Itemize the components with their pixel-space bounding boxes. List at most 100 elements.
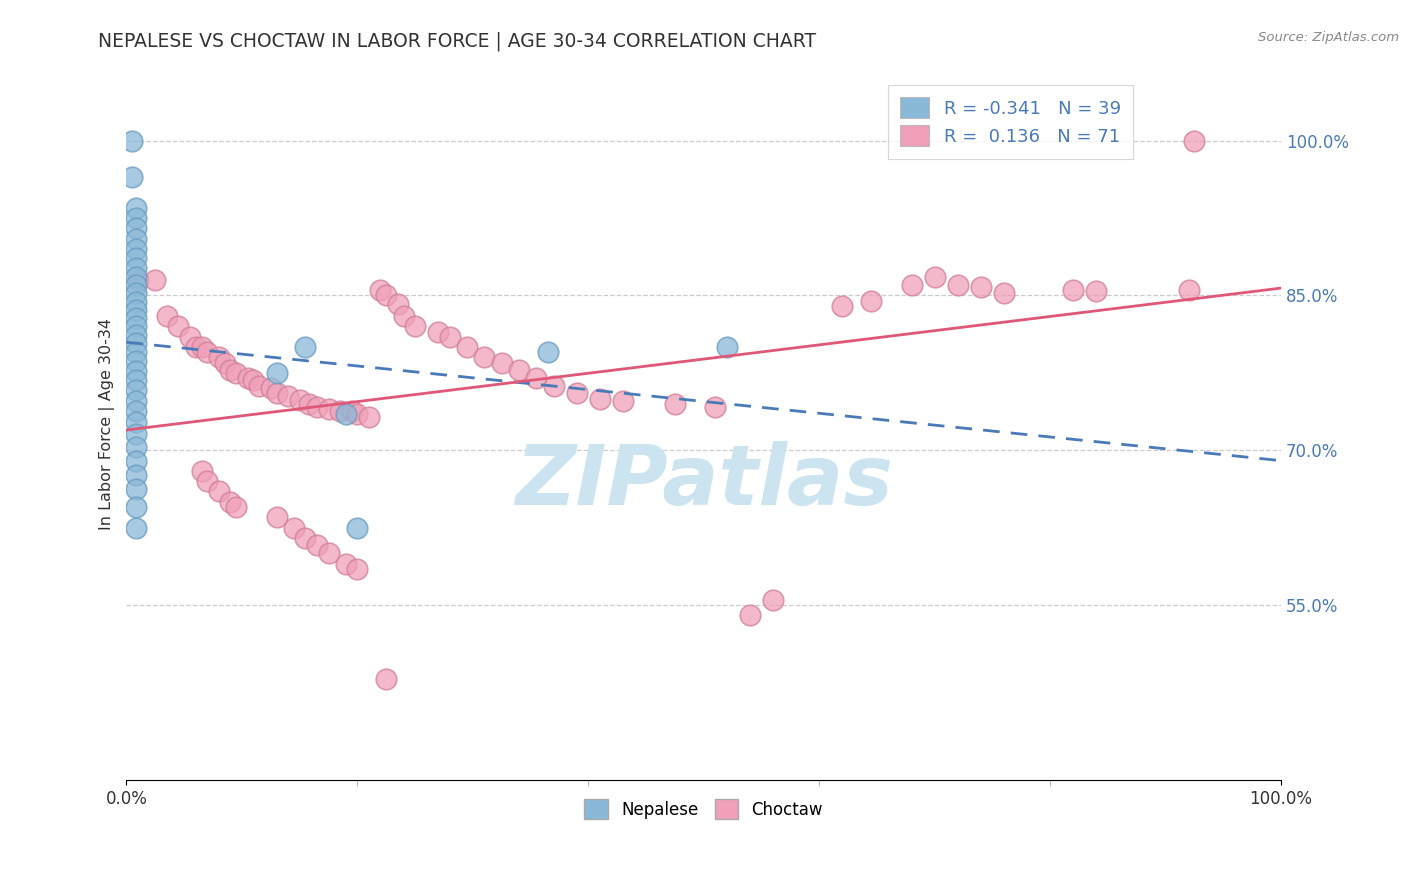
- Point: [156, 309, 179, 323]
- Point: [318, 401, 340, 416]
- Point: [404, 319, 426, 334]
- Point: [125, 500, 148, 514]
- Point: [524, 371, 547, 385]
- Point: [277, 388, 299, 402]
- Point: [125, 260, 148, 275]
- Point: [242, 373, 264, 387]
- Point: [612, 393, 634, 408]
- Point: [208, 351, 231, 365]
- Point: [214, 355, 236, 369]
- Point: [125, 415, 148, 429]
- Point: [346, 407, 368, 421]
- Point: [305, 538, 328, 552]
- Point: [392, 309, 415, 323]
- Point: [125, 242, 148, 256]
- Point: [294, 531, 316, 545]
- Point: [125, 440, 148, 454]
- Point: [924, 269, 946, 284]
- Point: [195, 474, 218, 488]
- Point: [125, 483, 148, 497]
- Point: [184, 340, 207, 354]
- Point: [335, 407, 357, 421]
- Point: [1085, 285, 1108, 299]
- Point: [127, 273, 149, 287]
- Point: [738, 608, 761, 623]
- Point: [427, 325, 450, 339]
- Point: [266, 386, 288, 401]
- Point: [125, 252, 148, 266]
- Point: [305, 400, 328, 414]
- Point: [121, 134, 143, 148]
- Point: [543, 379, 565, 393]
- Point: [346, 562, 368, 576]
- Point: [266, 510, 288, 524]
- Point: [375, 672, 398, 686]
- Point: [294, 340, 316, 354]
- Point: [900, 278, 922, 293]
- Point: [236, 371, 259, 385]
- Point: [195, 345, 218, 359]
- Point: [860, 293, 883, 308]
- Text: Source: ZipAtlas.com: Source: ZipAtlas.com: [1258, 31, 1399, 45]
- Point: [125, 384, 148, 398]
- Point: [346, 520, 368, 534]
- Point: [125, 221, 148, 235]
- Point: [565, 386, 588, 401]
- Point: [439, 329, 461, 343]
- Point: [456, 340, 478, 354]
- Point: [219, 495, 242, 509]
- Point: [247, 379, 270, 393]
- Point: [537, 345, 560, 359]
- Point: [664, 397, 686, 411]
- Text: NEPALESE VS CHOCTAW IN LABOR FORCE | AGE 30-34 CORRELATION CHART: NEPALESE VS CHOCTAW IN LABOR FORCE | AGE…: [98, 31, 817, 51]
- Point: [125, 467, 148, 482]
- Point: [125, 393, 148, 408]
- Y-axis label: In Labor Force | Age 30-34: In Labor Force | Age 30-34: [100, 318, 115, 531]
- Point: [125, 294, 148, 309]
- Point: [125, 373, 148, 387]
- Point: [125, 520, 148, 534]
- Point: [125, 327, 148, 342]
- Point: [125, 453, 148, 467]
- Point: [716, 340, 738, 354]
- Point: [125, 232, 148, 246]
- Point: [179, 329, 201, 343]
- Point: [125, 364, 148, 378]
- Point: [121, 169, 143, 184]
- Point: [589, 392, 612, 406]
- Point: [704, 400, 727, 414]
- Point: [993, 286, 1015, 301]
- Point: [375, 288, 398, 302]
- Point: [125, 354, 148, 368]
- Point: [335, 557, 357, 571]
- Point: [125, 404, 148, 418]
- Point: [143, 273, 166, 287]
- Text: ZIPatlas: ZIPatlas: [515, 441, 893, 522]
- Point: [1182, 134, 1205, 148]
- Point: [298, 397, 321, 411]
- Point: [946, 278, 969, 293]
- Point: [1177, 283, 1199, 297]
- Point: [260, 381, 283, 395]
- Point: [387, 296, 409, 310]
- Point: [125, 302, 148, 317]
- Point: [125, 335, 148, 350]
- Point: [329, 404, 352, 418]
- Point: [125, 311, 148, 326]
- Point: [491, 355, 513, 369]
- Point: [208, 484, 231, 499]
- Point: [472, 351, 495, 365]
- Point: [125, 426, 148, 441]
- Point: [125, 319, 148, 334]
- Point: [225, 366, 247, 380]
- Point: [357, 410, 380, 425]
- Point: [318, 546, 340, 560]
- Legend: Nepalese, Choctaw: Nepalese, Choctaw: [578, 793, 830, 825]
- Point: [219, 363, 242, 377]
- Point: [125, 286, 148, 301]
- Point: [125, 278, 148, 293]
- Point: [266, 366, 288, 380]
- Point: [1062, 283, 1084, 297]
- Point: [190, 340, 212, 354]
- Point: [831, 299, 853, 313]
